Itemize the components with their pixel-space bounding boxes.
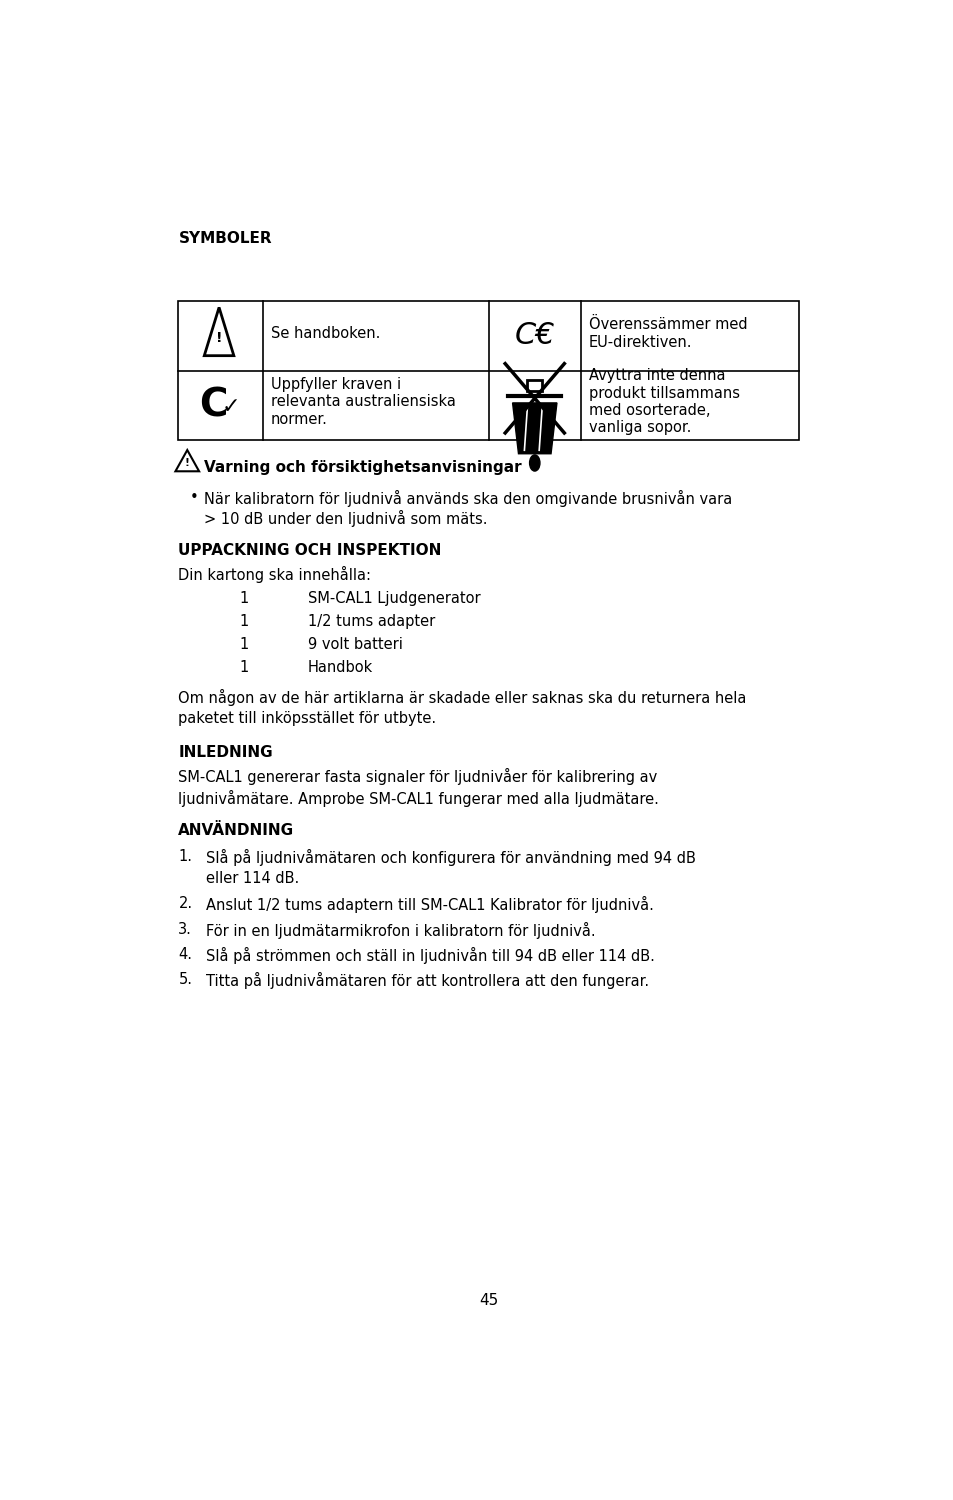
Text: C: C [198, 386, 227, 424]
Text: ✓: ✓ [221, 398, 240, 417]
Text: 1.: 1. [178, 849, 193, 864]
Text: SM-CAL1 Ljudgenerator: SM-CAL1 Ljudgenerator [308, 591, 480, 606]
Text: 2.: 2. [178, 896, 193, 910]
Text: Se handboken.: Se handboken. [271, 326, 380, 340]
Circle shape [529, 454, 539, 471]
Text: 9 volt batteri: 9 volt batteri [308, 638, 402, 652]
Text: !: ! [185, 458, 190, 468]
Text: Avyttra inte denna
produkt tillsammans
med osorterade,
vanliga sopor.: Avyttra inte denna produkt tillsammans m… [588, 368, 739, 435]
Text: Din kartong ska innehålla:: Din kartong ska innehålla: [178, 566, 371, 584]
Text: SM-CAL1 genererar fasta signaler för ljudnivåer för kalibrering av: SM-CAL1 genererar fasta signaler för lju… [178, 768, 657, 784]
Text: 45: 45 [478, 1293, 498, 1308]
Text: Titta på ljudnivåmätaren för att kontrollera att den fungerar.: Titta på ljudnivåmätaren för att kontrol… [206, 972, 649, 990]
Text: Överenssämmer med
EU-direktiven.: Överenssämmer med EU-direktiven. [588, 318, 746, 350]
Text: Handbok: Handbok [308, 660, 373, 675]
Text: Slå på ljudnivåmätaren och konfigurera för användning med 94 dB: Slå på ljudnivåmätaren och konfigurera f… [206, 849, 696, 865]
Text: Uppfyller kraven i
relevanta australiensiska
normer.: Uppfyller kraven i relevanta australiens… [271, 376, 456, 426]
Text: •: • [190, 489, 198, 504]
Text: UPPACKNING OCH INSPEKTION: UPPACKNING OCH INSPEKTION [178, 543, 441, 558]
Text: 4.: 4. [178, 946, 193, 962]
Text: När kalibratorn för ljudnivå används ska den omgivande brusnivån vara: När kalibratorn för ljudnivå används ska… [204, 489, 732, 507]
Text: > 10 dB under den ljudnivå som mäts.: > 10 dB under den ljudnivå som mäts. [204, 510, 487, 528]
Text: 1: 1 [239, 638, 249, 652]
Bar [527, 380, 541, 392]
Text: 1: 1 [239, 591, 249, 606]
Polygon shape [512, 404, 557, 453]
Text: C€: C€ [514, 321, 555, 351]
Text: Slå på strömmen och ställ in ljudnivån till 94 dB eller 114 dB.: Slå på strömmen och ställ in ljudnivån t… [206, 946, 655, 964]
Text: INLEDNING: INLEDNING [178, 746, 273, 760]
Text: ljudnivåmätare. Amprobe SM-CAL1 fungerar med alla ljudmätare.: ljudnivåmätare. Amprobe SM-CAL1 fungerar… [178, 790, 659, 807]
Text: Varning och försiktighetsanvisningar: Varning och försiktighetsanvisningar [204, 459, 521, 474]
Text: 1/2 tums adapter: 1/2 tums adapter [308, 615, 435, 630]
Text: ANVÄNDNING: ANVÄNDNING [178, 824, 294, 839]
Text: eller 114 dB.: eller 114 dB. [206, 870, 299, 885]
Text: SYMBOLER: SYMBOLER [178, 231, 272, 246]
Text: 5.: 5. [178, 972, 193, 987]
Text: 1: 1 [239, 615, 249, 630]
Text: !: ! [215, 332, 222, 345]
Text: paketet till inköpsstället för utbyte.: paketet till inköpsstället för utbyte. [178, 711, 436, 726]
Text: 3.: 3. [178, 921, 193, 936]
Text: För in en ljudmätarmikrofon i kalibratorn för ljudnivå.: För in en ljudmätarmikrofon i kalibrator… [206, 921, 596, 939]
Text: 1: 1 [239, 660, 249, 675]
Bar [178, 302, 799, 439]
Text: Anslut 1/2 tums adaptern till SM-CAL1 Kalibrator för ljudnivå.: Anslut 1/2 tums adaptern till SM-CAL1 Ka… [206, 896, 654, 914]
Text: Om någon av de här artiklarna är skadade eller saknas ska du returnera hela: Om någon av de här artiklarna är skadade… [178, 690, 746, 706]
